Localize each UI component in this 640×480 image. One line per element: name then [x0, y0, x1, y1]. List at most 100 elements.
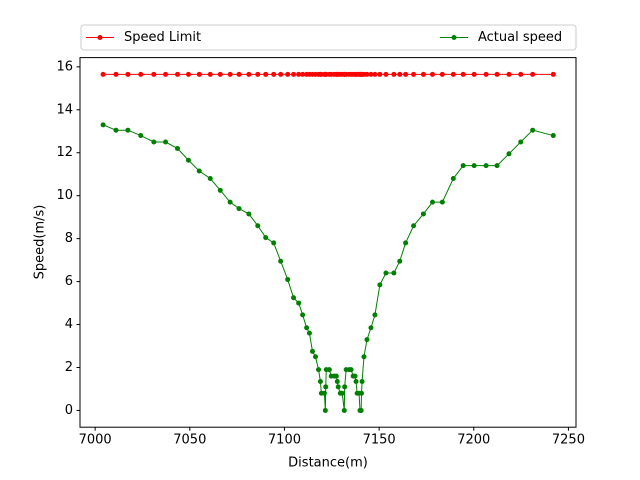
data-point [236, 71, 242, 77]
data-point [483, 71, 489, 77]
data-point [291, 295, 297, 301]
data-point [333, 373, 339, 379]
data-point [471, 163, 477, 169]
data-point [326, 367, 332, 373]
legend-label: Speed Limit [124, 30, 201, 45]
data-point [151, 139, 157, 145]
data-point [403, 71, 409, 77]
y-tick-label: 14 [56, 102, 73, 117]
data-point [316, 367, 322, 373]
y-tick-label: 6 [65, 274, 73, 289]
data-point [352, 373, 358, 379]
data-point [353, 378, 359, 384]
data-point [372, 71, 378, 77]
data-point [359, 378, 365, 384]
data-point [285, 71, 291, 77]
data-point [296, 300, 302, 306]
data-point [391, 71, 397, 77]
data-point [368, 325, 374, 331]
data-point [285, 276, 291, 282]
data-point [383, 270, 389, 276]
data-point [334, 378, 340, 384]
data-point [341, 407, 347, 413]
data-point [368, 71, 374, 77]
data-point [217, 71, 223, 77]
data-point [348, 367, 354, 373]
data-point [361, 354, 367, 360]
data-point [322, 407, 328, 413]
data-point [530, 71, 536, 77]
data-point [163, 71, 169, 77]
data-point [227, 71, 233, 77]
data-point [185, 71, 191, 77]
data-point [471, 71, 477, 77]
data-point [313, 354, 319, 360]
data-point [246, 211, 252, 217]
data-point [460, 163, 466, 169]
y-tick-label: 8 [65, 231, 73, 246]
data-point [236, 206, 242, 212]
data-point [483, 163, 489, 169]
data-point [391, 270, 397, 276]
data-point [291, 71, 297, 77]
data-point [304, 325, 310, 331]
y-axis-label: Speed(m/s) [33, 205, 48, 280]
data-point [439, 199, 445, 205]
data-point [138, 133, 144, 139]
data-point [174, 145, 180, 151]
data-point [339, 390, 345, 396]
data-point [217, 187, 223, 193]
data-point [439, 71, 445, 77]
y-tick-label: 16 [56, 59, 73, 74]
data-point [246, 71, 252, 77]
data-point [300, 312, 306, 318]
data-point [185, 157, 191, 163]
data-point [494, 163, 500, 169]
data-point [411, 71, 417, 77]
data-point [335, 384, 341, 390]
data-point [125, 71, 131, 77]
x-tick-label: 7250 [552, 433, 585, 448]
y-tick-label: 4 [65, 317, 73, 332]
data-point [125, 127, 131, 133]
data-point [263, 235, 269, 241]
data-point [207, 71, 213, 77]
data-point [317, 378, 323, 384]
data-point [420, 211, 426, 217]
data-point [163, 139, 169, 145]
data-point [100, 71, 106, 77]
data-point [207, 176, 213, 182]
data-point [113, 71, 119, 77]
data-point [271, 240, 277, 246]
data-point [296, 71, 302, 77]
plot-frame [79, 57, 577, 428]
data-point [518, 71, 524, 77]
y-tick-label: 10 [56, 188, 73, 203]
data-point [450, 176, 456, 182]
data-point [420, 71, 426, 77]
data-point [397, 258, 403, 264]
data-point [450, 71, 456, 77]
data-point [196, 168, 202, 174]
data-point [550, 133, 556, 139]
data-point [342, 384, 348, 390]
data-point [460, 71, 466, 77]
data-point [372, 312, 378, 318]
data-point [100, 122, 106, 128]
data-point [151, 71, 157, 77]
x-tick-label: 7200 [457, 433, 490, 448]
data-point [309, 348, 315, 354]
data-point [430, 71, 436, 77]
y-tick-label: 12 [56, 145, 73, 160]
data-point [300, 71, 306, 77]
data-point [306, 330, 312, 336]
x-tick-label: 7100 [268, 433, 301, 448]
x-tick-label: 7150 [363, 433, 396, 448]
data-point [377, 282, 383, 288]
data-point [255, 223, 261, 229]
data-point [263, 71, 269, 77]
data-point [550, 71, 556, 77]
data-point [494, 71, 500, 77]
data-point [359, 390, 365, 396]
